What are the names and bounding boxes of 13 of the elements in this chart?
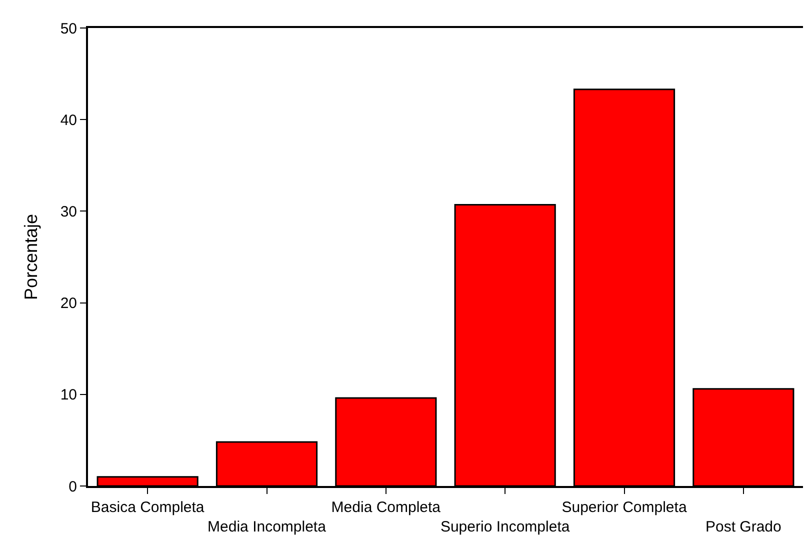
x-tick-label: Basica Completa xyxy=(90,499,205,516)
y-tick-label: 50 xyxy=(60,20,77,38)
y-tick-label: 0 xyxy=(68,478,77,496)
x-tick-label: Superior Completa xyxy=(562,499,688,516)
y-tick-label: 30 xyxy=(60,203,77,220)
x-tick-label: Media Completa xyxy=(331,499,442,516)
y-tick-label: 10 xyxy=(60,386,77,404)
x-tick-label: Post Grado xyxy=(705,518,782,536)
y-tick-label: 20 xyxy=(60,295,77,312)
x-tick-label: Media Incompleta xyxy=(208,518,327,536)
y-axis-title: Porcentaje xyxy=(21,214,42,300)
x-tick-label: Superio Incompleta xyxy=(440,518,570,536)
y-tick-label: 40 xyxy=(60,112,77,129)
